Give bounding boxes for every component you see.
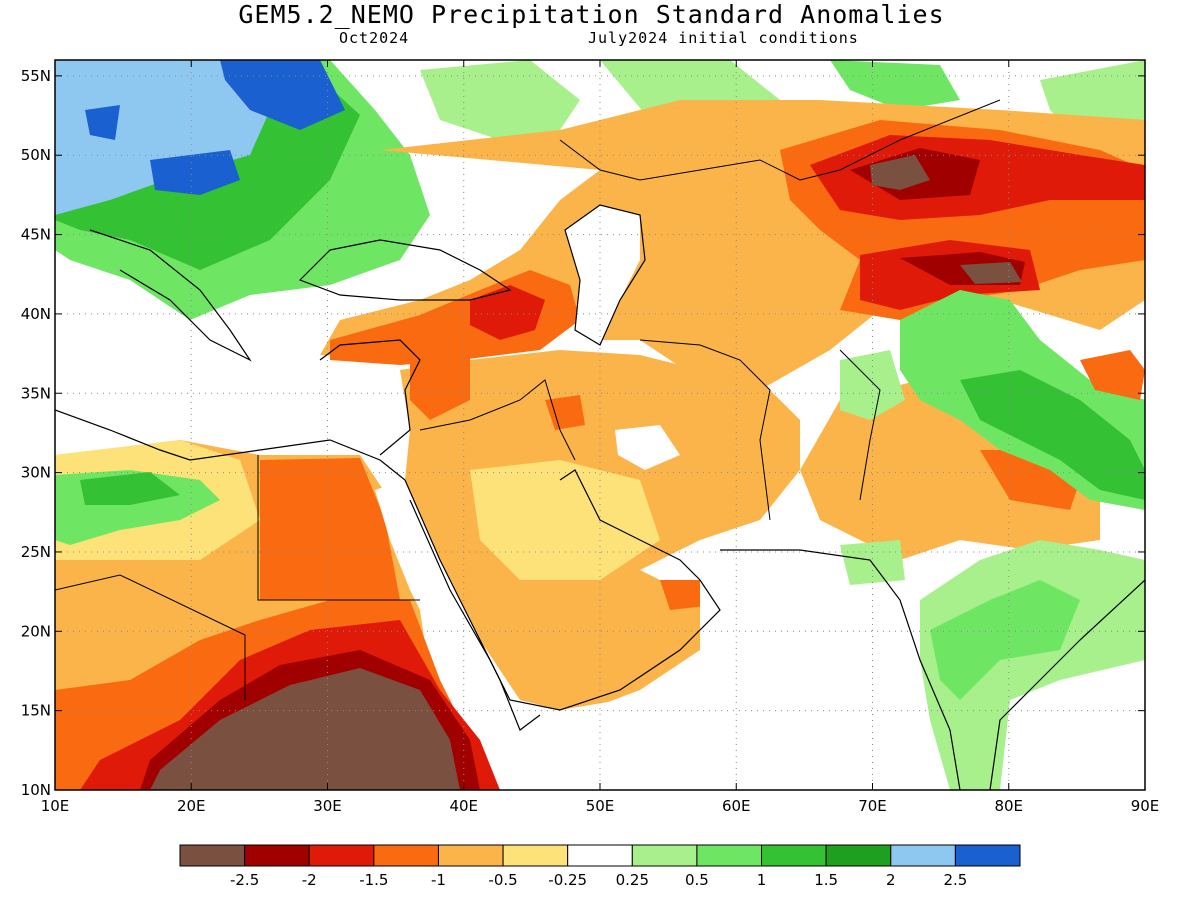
middle-east-dry-region — [470, 460, 660, 580]
border — [419, 379, 576, 461]
initial-conditions-label: July2024 initial conditions — [588, 29, 859, 47]
caucasus-dry-region — [470, 285, 545, 340]
india-wet-region — [930, 580, 1080, 700]
longitude-axis: 10E 20E 30E 40E 50E 60E 70E 80E 90E — [41, 60, 1160, 815]
legend-label: -1 — [431, 871, 446, 889]
legend-swatch — [437, 844, 504, 867]
legend-swatch — [825, 844, 892, 867]
legend-swatch — [696, 844, 763, 867]
legend-swatch — [308, 844, 375, 867]
europe-wet-region — [220, 60, 345, 130]
border — [639, 339, 771, 521]
coastline — [55, 409, 406, 481]
legend-label: 2 — [886, 871, 896, 889]
lat-tick-label: 45N — [21, 226, 51, 244]
legend-label: 1.5 — [814, 871, 838, 889]
middle-east-dry-region — [615, 425, 680, 470]
central-asia-dry-region — [870, 155, 930, 190]
lat-tick-label: 35N — [21, 384, 51, 402]
legend-swatch — [631, 844, 698, 867]
lat-tick-label: 40N — [21, 305, 51, 323]
lon-tick-label: 20E — [177, 797, 206, 815]
border — [839, 349, 881, 501]
europe-wet-region — [85, 105, 120, 140]
legend-swatch — [954, 844, 1021, 867]
coastline — [564, 204, 646, 346]
legend-swatch — [179, 844, 246, 867]
russia-wet-region — [830, 60, 960, 110]
coastline — [319, 339, 421, 456]
sahara-dry-region — [80, 472, 180, 505]
lon-tick-label: 80E — [994, 797, 1023, 815]
legend-label: -0.25 — [548, 871, 587, 889]
border — [559, 99, 1001, 181]
legend-swatch — [761, 844, 827, 867]
central-asia-dry-region — [960, 262, 1022, 284]
sahel-dry-region — [150, 668, 460, 790]
middle-east-dry-region — [545, 395, 585, 430]
lat-tick-label: 50N — [21, 146, 51, 164]
legend-label: -1.5 — [359, 871, 388, 889]
lon-tick-label: 40E — [449, 797, 478, 815]
lat-tick-label: 25N — [21, 543, 51, 561]
coastline — [298, 239, 512, 301]
legend-label: 0.5 — [685, 871, 709, 889]
caspian-neutral-region — [565, 205, 640, 345]
arabian-sea-neutral-region — [540, 550, 960, 790]
legend-label: 2.5 — [943, 871, 967, 889]
legend-swatch — [244, 844, 310, 867]
lat-tick-label: 20N — [21, 622, 51, 640]
lat-tick-label: 30N — [21, 464, 51, 482]
legend-swatch — [502, 844, 569, 867]
coastline — [409, 469, 721, 711]
border — [257, 455, 420, 601]
legend-swatch — [890, 844, 956, 867]
coastline — [989, 579, 1145, 790]
europe-wet-region — [55, 60, 270, 215]
legend-label: -0.5 — [488, 871, 517, 889]
map-title: GEM5.2_NEMO Precipitation Standard Anoma… — [238, 0, 945, 29]
coastline — [89, 229, 252, 362]
color-legend: -2.5 -2 -1.5 -1 -0.5 -0.25 0.25 0.5 1 1.5 2 2.5 — [179, 844, 1021, 889]
coastline — [404, 479, 541, 731]
lat-tick-label: 10N — [21, 781, 51, 799]
tibet-wet-region — [960, 370, 1145, 500]
lon-tick-label: 10E — [41, 797, 70, 815]
lon-tick-label: 70E — [858, 797, 887, 815]
coastline — [720, 549, 961, 790]
border — [55, 574, 246, 700]
legend-label: 1 — [757, 871, 767, 889]
latitude-axis: 55N 50N 45N 40N 35N 30N 25N 20N 15N 10N — [21, 67, 1145, 799]
legend-label: -2 — [302, 871, 317, 889]
legend-label: 0.25 — [616, 871, 649, 889]
coastlines — [55, 204, 1145, 790]
lat-tick-label: 15N — [21, 702, 51, 720]
lon-tick-label: 50E — [586, 797, 615, 815]
middle-east-dry-region — [410, 355, 470, 420]
borders — [55, 99, 1001, 700]
lon-tick-label: 60E — [722, 797, 751, 815]
india-wet-region — [920, 540, 1145, 790]
shaded-field — [55, 60, 1145, 790]
lon-tick-label: 90E — [1131, 797, 1160, 815]
russia-wet-region — [420, 60, 580, 140]
legend-swatch — [373, 844, 439, 867]
red-sea-neutral-region — [375, 480, 520, 740]
legend-swatch — [567, 844, 633, 867]
tibet-wet-region — [1080, 350, 1145, 400]
target-month-label: Oct2024 — [339, 29, 410, 47]
sahara-dry-region — [260, 458, 400, 600]
lon-tick-label: 30E — [313, 797, 342, 815]
legend-label: -2.5 — [230, 871, 259, 889]
europe-wet-region — [150, 150, 240, 195]
lat-tick-label: 55N — [21, 67, 51, 85]
